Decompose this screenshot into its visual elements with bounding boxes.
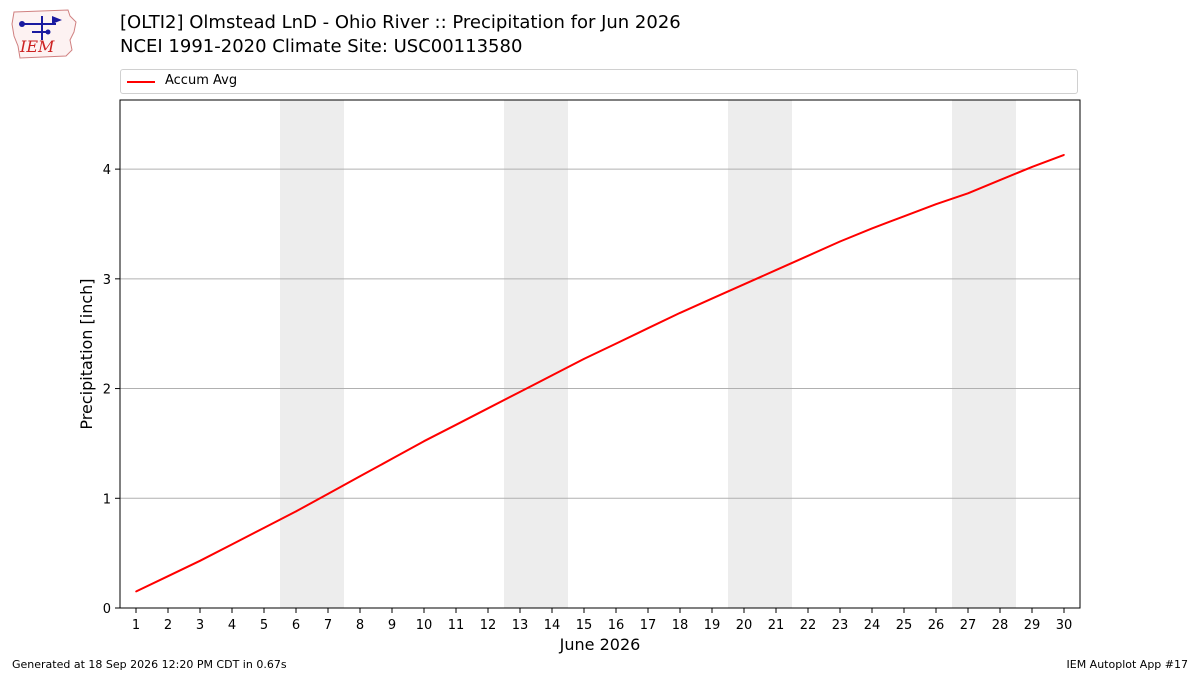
- x-tick-label-4: 4: [228, 618, 236, 633]
- y-tick-label-4: 4: [103, 163, 111, 178]
- x-tick-label-9: 9: [388, 618, 396, 633]
- weekend-band-1: [280, 100, 344, 608]
- x-tick-label-6: 6: [292, 618, 300, 633]
- x-tick-label-28: 28: [992, 618, 1009, 633]
- data-point-day-28: [999, 179, 1001, 181]
- x-tick-label-15: 15: [576, 618, 593, 633]
- y-axis-label: Precipitation [inch]: [77, 278, 96, 429]
- data-point-day-30: [1063, 154, 1065, 156]
- data-point-day-20: [743, 283, 745, 286]
- x-tick-label-30: 30: [1056, 618, 1073, 633]
- weekend-band-2: [504, 100, 568, 608]
- y-tick-label-2: 2: [103, 383, 111, 398]
- x-tick-label-1: 1: [132, 618, 140, 633]
- x-tick-label-8: 8: [356, 618, 364, 633]
- iem-logo: IEM: [11, 9, 77, 59]
- x-tick-label-21: 21: [768, 618, 785, 633]
- x-tick-label-29: 29: [1024, 618, 1041, 633]
- x-tick-label-12: 12: [480, 618, 497, 633]
- chart-subtitle: NCEI 1991-2020 Climate Site: USC00113580: [120, 36, 523, 57]
- data-point-day-23: [839, 240, 841, 243]
- data-point-day-11: [455, 423, 457, 426]
- weekend-band-3: [728, 100, 792, 608]
- data-point-day-14: [551, 374, 553, 377]
- data-point-day-4: [231, 543, 233, 546]
- data-point-day-3: [199, 560, 201, 562]
- data-point-day-29: [1031, 166, 1033, 168]
- generated-note: Generated at 18 Sep 2026 12:20 PM CDT in…: [12, 658, 287, 671]
- x-tick-label-10: 10: [416, 618, 433, 633]
- data-point-day-12: [487, 407, 489, 410]
- iowa-map-outline: [11, 9, 77, 59]
- x-tick-label-27: 27: [960, 618, 977, 633]
- data-point-day-6: [295, 510, 297, 513]
- data-point-day-8: [359, 475, 361, 478]
- x-tick-label-24: 24: [864, 618, 881, 633]
- legend: Accum Avg: [120, 69, 1078, 94]
- data-point-day-26: [935, 203, 937, 206]
- x-tick-label-23: 23: [832, 618, 849, 633]
- data-point-day-19: [711, 297, 713, 300]
- data-point-day-17: [647, 327, 649, 330]
- data-point-day-5: [263, 527, 265, 529]
- x-tick-label-5: 5: [260, 618, 268, 633]
- data-point-day-24: [871, 227, 873, 230]
- x-tick-label-25: 25: [896, 618, 913, 633]
- data-point-day-21: [775, 269, 777, 271]
- x-tick-label-26: 26: [928, 618, 945, 633]
- weekend-band-4: [952, 100, 1016, 608]
- x-tick-label-14: 14: [544, 618, 561, 633]
- x-tick-label-17: 17: [640, 618, 657, 633]
- y-tick-label-0: 0: [103, 602, 111, 617]
- legend-label-accum-avg: Accum Avg: [165, 73, 238, 88]
- x-tick-label-18: 18: [672, 618, 689, 633]
- x-tick-label-22: 22: [800, 618, 817, 633]
- data-point-day-25: [903, 215, 905, 218]
- logo-text: IEM: [19, 37, 55, 56]
- data-point-day-27: [967, 192, 969, 195]
- data-point-day-1: [135, 590, 137, 593]
- y-tick-label-1: 1: [103, 492, 111, 507]
- data-point-day-16: [615, 342, 617, 345]
- x-tick-label-3: 3: [196, 618, 204, 633]
- legend-swatch-accum-avg: [127, 81, 155, 83]
- data-point-day-15: [583, 358, 585, 360]
- data-point-day-13: [519, 391, 521, 393]
- x-tick-label-13: 13: [512, 618, 529, 633]
- data-point-day-10: [423, 440, 425, 443]
- x-tick-label-2: 2: [164, 618, 172, 633]
- x-tick-label-11: 11: [448, 618, 465, 633]
- x-axis-label: June 2026: [559, 635, 641, 654]
- data-point-day-9: [391, 457, 393, 460]
- y-tick-label-3: 3: [103, 273, 111, 288]
- x-tick-label-7: 7: [324, 618, 332, 633]
- data-point-day-7: [327, 493, 329, 495]
- x-tick-label-20: 20: [736, 618, 753, 633]
- data-point-day-2: [167, 575, 169, 577]
- x-tick-label-19: 19: [704, 618, 721, 633]
- data-point-day-18: [679, 312, 681, 314]
- series-line-accum-avg: [135, 153, 1065, 593]
- plot-frame: [119, 99, 1081, 609]
- app-id: IEM Autoplot App #17: [1066, 658, 1189, 671]
- chart-title: [OLTI2] Olmstead LnD - Ohio River :: Pre…: [120, 12, 681, 33]
- data-point-day-22: [807, 255, 809, 257]
- x-tick-label-16: 16: [608, 618, 625, 633]
